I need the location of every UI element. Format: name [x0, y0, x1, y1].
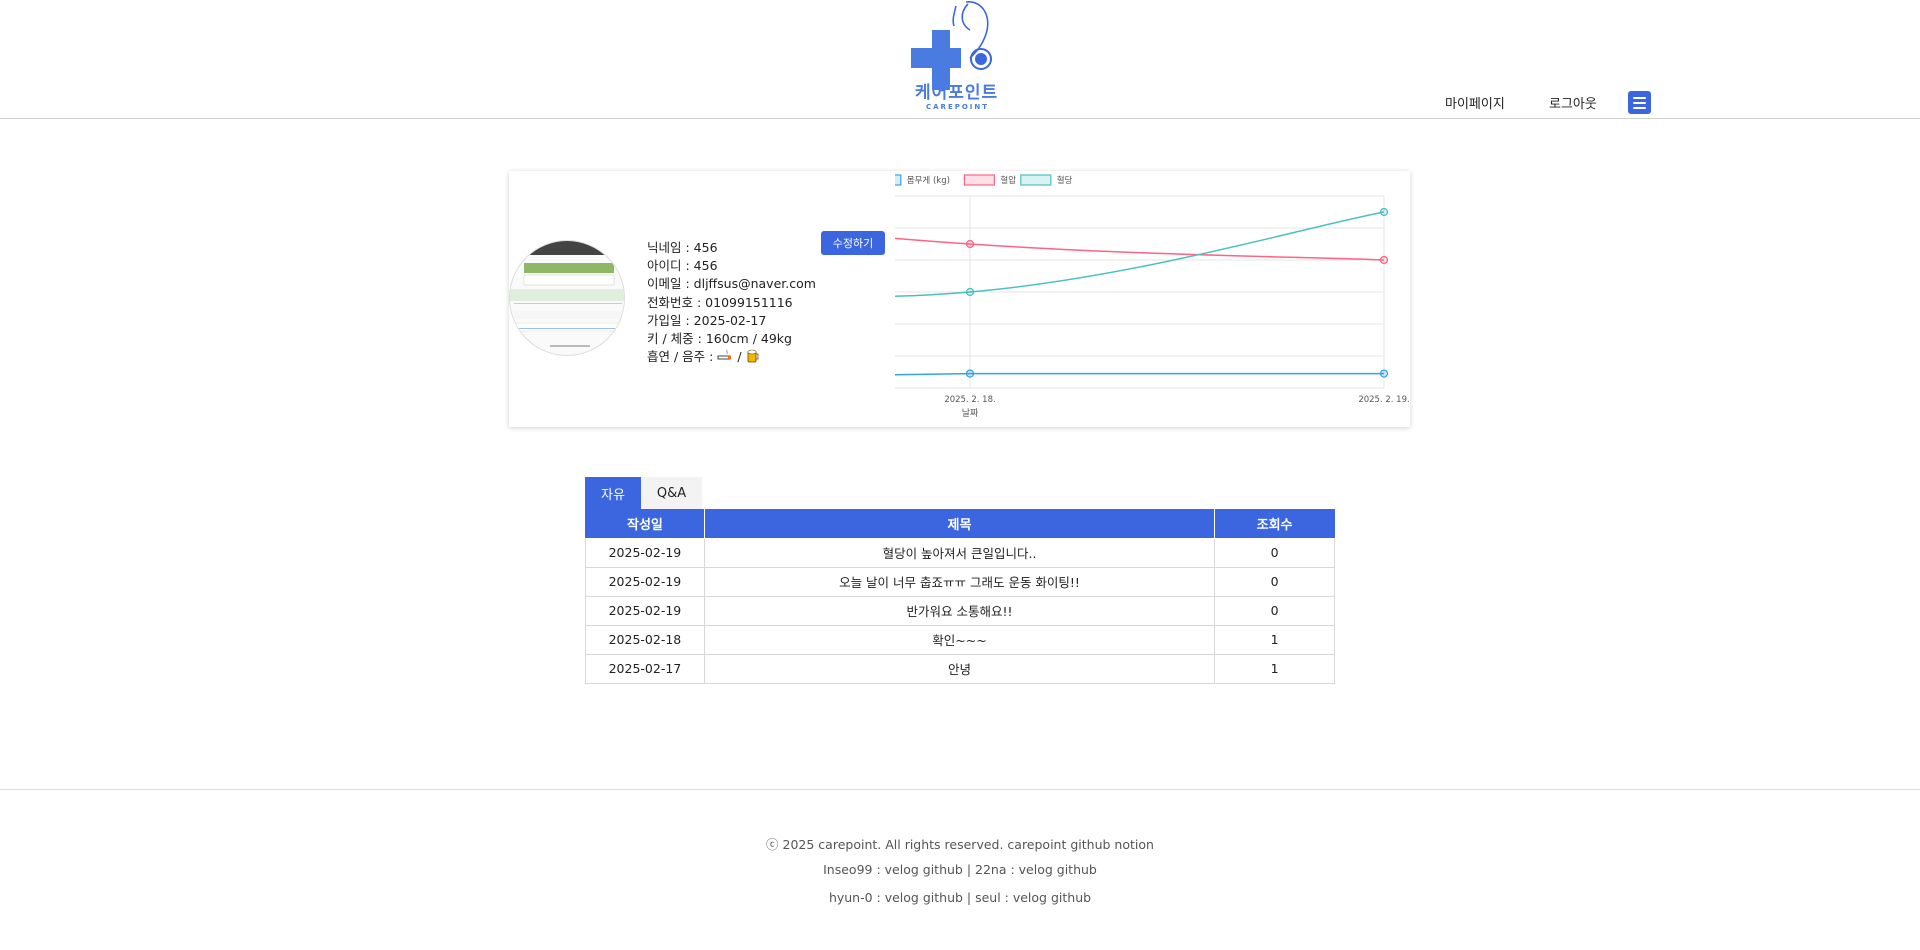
health-chart: 4060801001201401602025. 2. 17.2025. 2. 1…: [895, 174, 1410, 419]
series-line: [895, 237, 1385, 261]
column-header-date: 작성일: [585, 509, 705, 539]
menu-bar: [1633, 106, 1646, 109]
post-views: 1: [1214, 624, 1335, 655]
profile-avatar: [509, 240, 625, 356]
site-header: 케어포인트 CAREPOINT 마이페이지 로그아웃: [0, 0, 1920, 119]
data-point: [965, 239, 975, 249]
nav-logout-link[interactable]: 로그아웃: [1549, 97, 1597, 112]
edit-profile-button[interactable]: 수정하기: [821, 231, 885, 255]
posts-table: 작성일 제목 조회수 2025-02-19 혈당이 높아져서 큰일입니다.. 0…: [585, 509, 1335, 684]
user-id-text: 아이디 : 456: [647, 258, 718, 274]
site-footer: ⓒ 2025 carepoint. All rights reserved. c…: [0, 789, 1920, 950]
footer-copyright: ⓒ 2025 carepoint. All rights reserved. c…: [766, 837, 1154, 852]
post-views: 0: [1214, 595, 1335, 626]
no-smoking-icon: [717, 349, 732, 360]
table-row[interactable]: 2025-02-17 안녕 1: [585, 653, 1335, 684]
legend-swatch: [895, 174, 902, 186]
column-header-views: 조회수: [1214, 509, 1335, 539]
joined-date-text: 가입일 : 2025-02-17: [647, 312, 767, 328]
x-tick-label: 2025. 2. 18.: [944, 395, 995, 405]
post-date: 2025-02-19: [585, 537, 705, 568]
post-title[interactable]: 안녕: [703, 653, 1216, 684]
legend-label: 혈당: [1057, 175, 1073, 186]
table-row[interactable]: 2025-02-18 확인~~~ 1: [585, 624, 1335, 655]
menu-bar: [1633, 101, 1646, 104]
tab-qna[interactable]: Q&A: [640, 477, 703, 509]
legend-swatch: [963, 174, 996, 186]
table-row[interactable]: 2025-02-19 혈당이 높아져서 큰일입니다.. 0: [585, 537, 1335, 568]
post-date: 2025-02-18: [585, 624, 705, 655]
beer-icon: [747, 349, 758, 363]
smoke-drink-row: 흡연 / 음주 : /: [647, 348, 816, 366]
logo-subtext: CAREPOINT: [926, 103, 990, 111]
email-text: 이메일 : dljffsus@naver.com: [647, 276, 816, 292]
nickname-text: 닉네임 : 456: [647, 240, 718, 255]
data-point: [1379, 207, 1389, 217]
legend-swatch: [1020, 174, 1052, 186]
data-point: [965, 287, 975, 297]
phone-text: 전화번호 : 01099151116: [647, 294, 793, 310]
post-views: 0: [1214, 537, 1335, 568]
post-date: 2025-02-19: [585, 595, 705, 626]
footer-contributors-2: hyun-0 : velog github | seul : velog git…: [828, 890, 1092, 905]
post-title[interactable]: 반가워요 소통해요!!: [703, 595, 1216, 626]
height-weight-text: 키 / 체중 : 160cm / 49kg: [647, 331, 792, 347]
table-row[interactable]: 2025-02-19 반가워요 소통해요!! 0: [585, 595, 1335, 626]
post-title[interactable]: 확인~~~: [703, 624, 1216, 655]
post-title[interactable]: 오늘 날이 너무 춥죠ㅠㅠ 그래도 운동 화이팅!!: [703, 566, 1216, 597]
data-point: [1379, 369, 1389, 378]
post-title[interactable]: 혈당이 높아져서 큰일입니다..: [703, 537, 1216, 568]
table-row[interactable]: 2025-02-19 오늘 날이 너무 춥죠ㅠㅠ 그래도 운동 화이팅!! 0: [585, 566, 1335, 597]
menu-bar: [1633, 96, 1646, 99]
legend-label: 혈압: [1000, 175, 1016, 186]
profile-info: 닉네임 : 456 아이디 : 456 이메일 : dljffsus@naver…: [647, 239, 816, 366]
tab-free[interactable]: 자유: [585, 477, 641, 509]
data-point: [965, 369, 975, 378]
post-date: 2025-02-19: [585, 566, 705, 597]
nav-mypage-link[interactable]: 마이페이지: [1445, 97, 1505, 112]
profile-card: 닉네임 : 456 아이디 : 456 이메일 : dljffsus@naver…: [509, 171, 1410, 427]
column-header-title: 제목: [703, 509, 1216, 539]
series-line: [895, 372, 1385, 376]
post-date: 2025-02-17: [585, 653, 705, 684]
x-tick-label: 2025. 2. 19.: [1358, 395, 1409, 405]
footer-contributors-1: Inseo99 : velog github | 22na : velog gi…: [823, 862, 1097, 877]
logo-text: 케어포인트: [915, 83, 999, 103]
avatar-image: [510, 241, 624, 347]
post-views: 0: [1214, 566, 1335, 597]
smoke-drink-label: 흡연 / 음주 :: [647, 349, 714, 365]
post-views: 1: [1214, 653, 1335, 684]
hamburger-menu-icon[interactable]: [1628, 91, 1651, 114]
separator-slash: /: [737, 349, 742, 365]
data-point: [1379, 255, 1389, 265]
series-line: [895, 211, 1385, 298]
legend-label: 몸무게 (kg): [907, 175, 950, 186]
carepoint-logo[interactable]: [904, 0, 1016, 116]
table-header-row: 작성일 제목 조회수: [585, 509, 1335, 539]
x-axis-title: 날짜: [962, 408, 979, 419]
board-tabs: 자유 Q&A: [585, 477, 703, 509]
